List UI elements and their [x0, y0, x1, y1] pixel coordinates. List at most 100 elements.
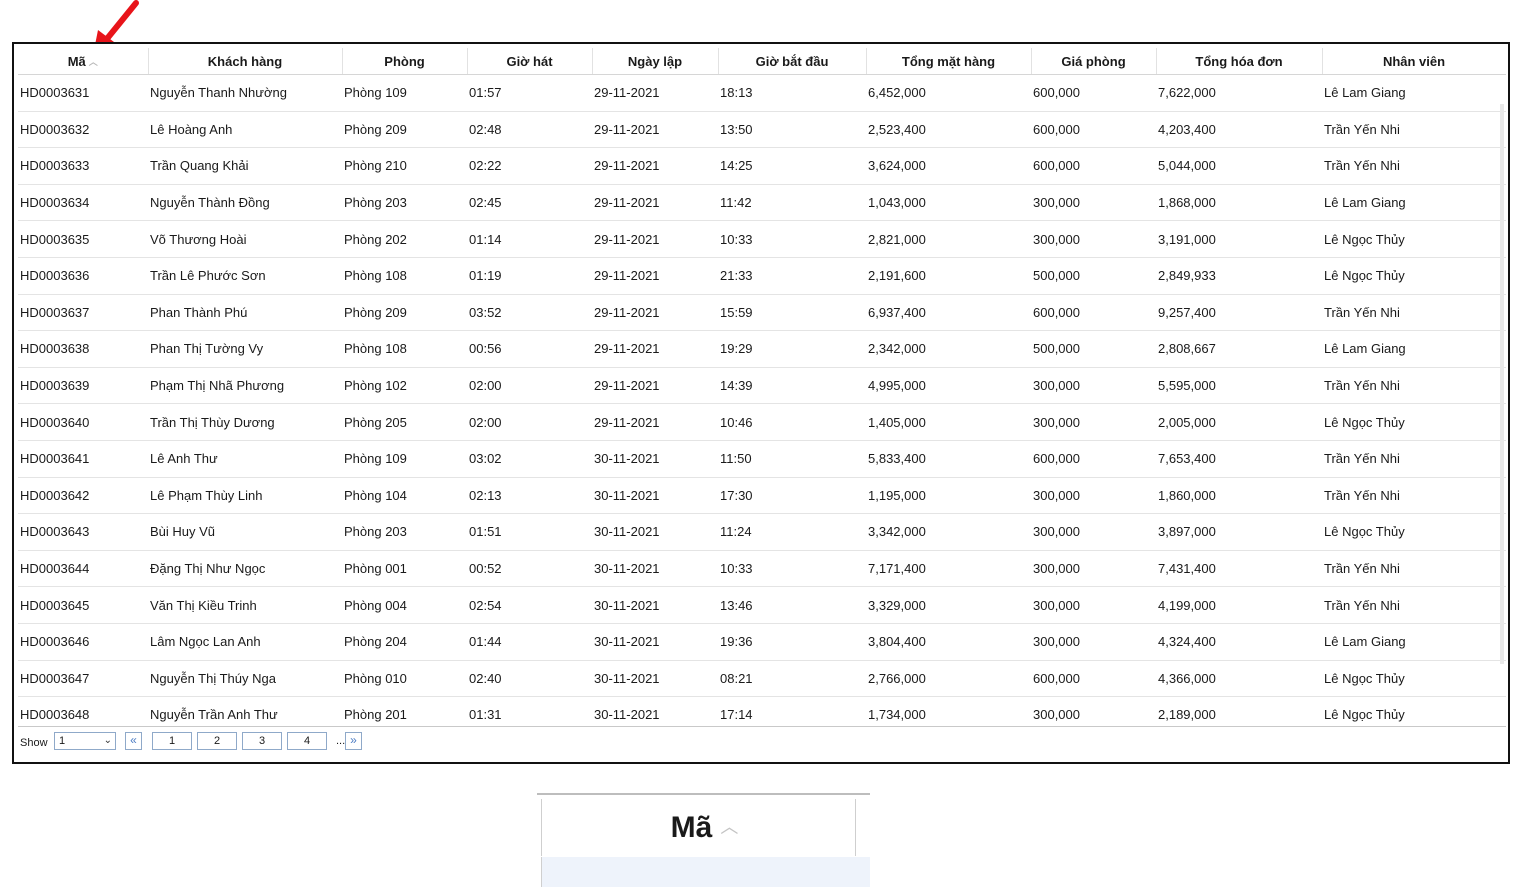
- column-header-tong-mat-hang[interactable]: Tổng mặt hàng: [866, 48, 1032, 75]
- table-row[interactable]: HD0003633 Trần Quang Khải Phòng 210 02:22 29…: [18, 147, 1506, 185]
- column-header-nhan-vien[interactable]: Nhân viên: [1322, 48, 1506, 75]
- table-row[interactable]: HD0003632 Lê Hoàng Anh Phòng 209 02:48 29-11…: [18, 111, 1506, 149]
- cell-gio-hat: 01:14: [467, 220, 592, 258]
- cell-ngay-lap: 30-11-2021: [592, 550, 718, 588]
- table-row[interactable]: HD0003644 Đặng Thị Như Ngọc Phòng 001 00:52…: [18, 550, 1506, 588]
- cell-ngay-lap: 30-11-2021: [592, 513, 718, 551]
- table-row[interactable]: HD0003642 Lê Phạm Thùy Linh Phòng 104 02:13…: [18, 477, 1506, 515]
- cell-khach-hang: Nguyễn Thanh Nhường: [148, 74, 342, 112]
- cell-ngay-lap: 30-11-2021: [592, 586, 718, 624]
- column-header-gio-hat[interactable]: Giờ hát: [467, 48, 593, 75]
- cell-ma: HD0003643: [18, 513, 148, 551]
- cell-khach-hang: Lê Anh Thư: [148, 440, 342, 478]
- cell-ma: HD0003635: [18, 220, 148, 258]
- column-header-gio-bat-dau[interactable]: Giờ bắt đầu: [718, 48, 867, 75]
- pager: Show 1 ⌄ « 1 2 3 4 ... »: [18, 726, 1506, 761]
- cell-gio-hat: 02:00: [467, 367, 592, 405]
- grid-body: HD0003631 Nguyễn Thanh Nhường Phòng 109 01:…: [18, 74, 1506, 724]
- cell-gio-hat: 02:48: [467, 111, 592, 149]
- cell-nhan-vien: Lê Ngọc Thủy: [1322, 513, 1506, 551]
- column-header-label: Ngày lập: [627, 53, 683, 69]
- cell-nhan-vien: Lê Lam Giang: [1322, 330, 1506, 368]
- cell-phong: Phòng 209: [342, 294, 467, 332]
- page-number: 4: [303, 735, 311, 747]
- cell-ngay-lap: 29-11-2021: [592, 147, 718, 185]
- cell-phong: Phòng 104: [342, 477, 467, 515]
- page-button-2[interactable]: 2: [197, 732, 237, 750]
- table-row[interactable]: HD0003636 Trần Lê Phước Sơn Phòng 108 01:19…: [18, 257, 1506, 295]
- cell-tong-hoa-don: 7,622,000: [1156, 74, 1322, 112]
- cell-ma: HD0003644: [18, 550, 148, 588]
- cell-nhan-vien: Trần Yến Nhi: [1322, 147, 1506, 185]
- table-row[interactable]: HD0003639 Phạm Thị Nhã Phương Phòng 102 02:…: [18, 367, 1506, 405]
- cell-gio-bat-dau: 11:24: [718, 513, 866, 551]
- column-header-label: Phòng: [384, 53, 425, 69]
- cell-tong-mat-hang: 3,342,000: [866, 513, 1031, 551]
- cell-khach-hang: Lê Hoàng Anh: [148, 111, 342, 149]
- cell-ngay-lap: 29-11-2021: [592, 294, 718, 332]
- cell-gio-hat: 01:57: [467, 74, 592, 112]
- table-row[interactable]: HD0003645 Văn Thị Kiều Trinh Phòng 004 02:5…: [18, 586, 1506, 624]
- table-row[interactable]: HD0003637 Phan Thành Phú Phòng 209 03:52 29-…: [18, 294, 1506, 332]
- table-row[interactable]: HD0003640 Trần Thị Thùy Dương Phòng 205 02:…: [18, 403, 1506, 441]
- cell-khach-hang: Phan Thị Tường Vy: [148, 330, 342, 368]
- cell-ma: HD0003632: [18, 111, 148, 149]
- table-row[interactable]: HD0003634 Nguyễn Thành Đồng Phòng 203 02:45…: [18, 184, 1506, 222]
- table-row[interactable]: HD0003648 Nguyễn Trần Anh Thư Phòng 201 01:…: [18, 696, 1506, 724]
- vertical-scrollbar[interactable]: [1500, 104, 1504, 664]
- page-size-select[interactable]: 1 ⌄: [54, 732, 116, 750]
- cell-gio-hat: 01:51: [467, 513, 592, 551]
- cell-gia-phong: 300,000: [1031, 184, 1156, 222]
- column-header-phong[interactable]: Phòng: [342, 48, 468, 75]
- column-header-ngay-lap[interactable]: Ngày lập: [592, 48, 719, 75]
- cell-tong-mat-hang: 2,523,400: [866, 111, 1031, 149]
- table-row[interactable]: HD0003641 Lê Anh Thư Phòng 109 03:02 30-11-2…: [18, 440, 1506, 478]
- cell-gia-phong: 300,000: [1031, 220, 1156, 258]
- cell-nhan-vien: Trần Yến Nhi: [1322, 586, 1506, 624]
- cell-phong: Phòng 102: [342, 367, 467, 405]
- page-button-4[interactable]: 4: [287, 732, 327, 750]
- table-row[interactable]: HD0003635 Võ Thương Hoài Phòng 202 01:14 29-…: [18, 220, 1506, 258]
- column-header-label: Tổng mặt hàng: [901, 53, 996, 69]
- cell-ngay-lap: 29-11-2021: [592, 74, 718, 112]
- first-page-button[interactable]: «: [125, 732, 142, 750]
- cell-gio-hat: 01:31: [467, 696, 592, 724]
- cell-gia-phong: 300,000: [1031, 513, 1156, 551]
- column-header-khach-hang[interactable]: Khách hàng: [148, 48, 343, 75]
- zoomed-row-band: [541, 857, 870, 887]
- cell-ma: HD0003638: [18, 330, 148, 368]
- table-row[interactable]: HD0003646 Lâm Ngọc Lan Anh Phòng 204 01:44 3…: [18, 623, 1506, 661]
- cell-gia-phong: 600,000: [1031, 294, 1156, 332]
- cell-nhan-vien: Lê Lam Giang: [1322, 184, 1506, 222]
- table-row[interactable]: HD0003638 Phan Thị Tường Vy Phòng 108 00:56…: [18, 330, 1506, 368]
- cell-khach-hang: Trần Thị Thùy Dương: [148, 403, 342, 441]
- page-number: 3: [258, 735, 266, 747]
- cell-tong-hoa-don: 2,189,000: [1156, 696, 1322, 724]
- cell-tong-hoa-don: 3,191,000: [1156, 220, 1322, 258]
- invoice-table: Mã ︿ Khách hàng Phòng Giờ hát Ngày lập Gi…: [18, 48, 1506, 724]
- column-header-tong-hoa-don[interactable]: Tổng hóa đơn: [1156, 48, 1323, 75]
- cell-ma: HD0003641: [18, 440, 148, 478]
- cell-ngay-lap: 29-11-2021: [592, 184, 718, 222]
- cell-phong: Phòng 109: [342, 440, 467, 478]
- page-button-3[interactable]: 3: [242, 732, 282, 750]
- cell-tong-mat-hang: 2,191,600: [866, 257, 1031, 295]
- cell-tong-hoa-don: 4,366,000: [1156, 660, 1322, 698]
- cell-khach-hang: Phạm Thị Nhã Phương: [148, 367, 342, 405]
- table-row[interactable]: HD0003631 Nguyễn Thanh Nhường Phòng 109 01:…: [18, 74, 1506, 112]
- column-header-gia-phong[interactable]: Giá phòng: [1031, 48, 1157, 75]
- page-button-1[interactable]: 1: [152, 732, 192, 750]
- cell-gio-hat: 02:13: [467, 477, 592, 515]
- next-pages-button[interactable]: »: [345, 732, 362, 750]
- cell-tong-hoa-don: 5,044,000: [1156, 147, 1322, 185]
- column-header-ma[interactable]: Mã ︿: [18, 48, 149, 75]
- cell-ma: HD0003640: [18, 403, 148, 441]
- chevron-down-icon: ⌄: [103, 735, 112, 746]
- cell-gia-phong: 300,000: [1031, 696, 1156, 724]
- table-row[interactable]: HD0003643 Bùi Huy Vũ Phòng 203 01:51 30-11-2…: [18, 513, 1506, 551]
- cell-tong-mat-hang: 3,329,000: [866, 586, 1031, 624]
- cell-nhan-vien: Trần Yến Nhi: [1322, 550, 1506, 588]
- cell-phong: Phòng 210: [342, 147, 467, 185]
- table-row[interactable]: HD0003647 Nguyễn Thị Thúy Nga Phòng 010 02:…: [18, 660, 1506, 698]
- cell-tong-hoa-don: 1,868,000: [1156, 184, 1322, 222]
